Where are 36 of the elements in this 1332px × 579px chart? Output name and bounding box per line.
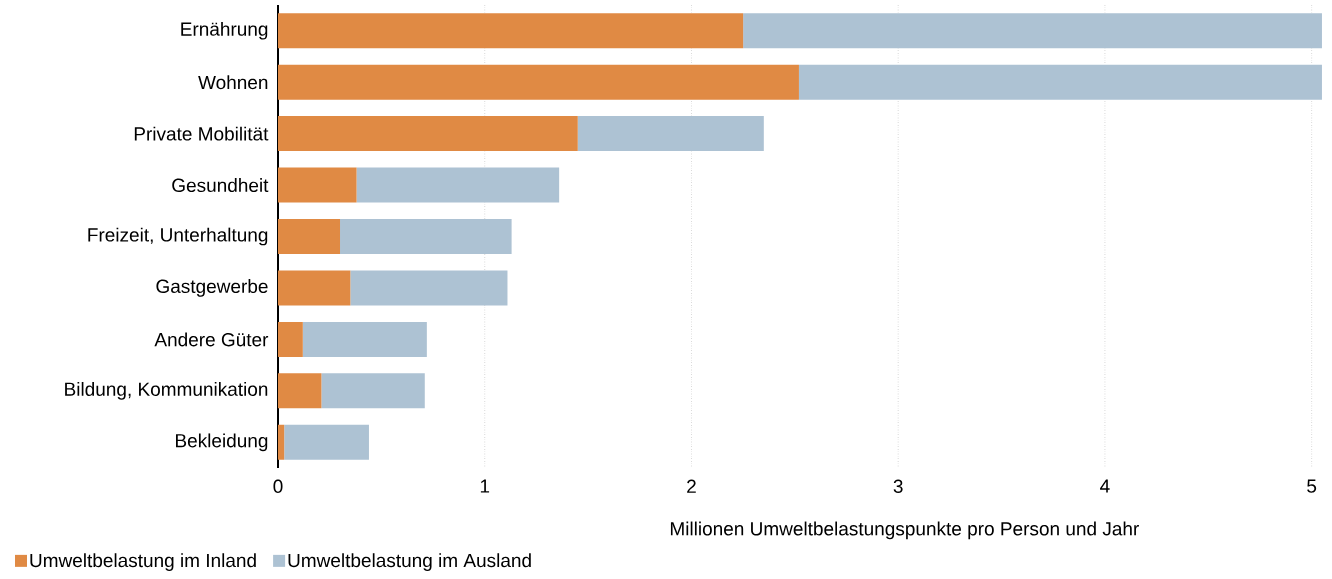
x-tick-label: 2 — [687, 479, 696, 493]
bar — [278, 270, 351, 306]
bar — [278, 167, 357, 203]
bar — [302, 321, 427, 357]
bar — [798, 64, 1322, 100]
y-tick-label: Private Mobilität — [134, 126, 269, 141]
legend-label: Umweltbelastung im Inland — [30, 553, 256, 571]
y-tick-label: Gesundheit — [172, 178, 269, 193]
y-tick-label: Ernährung — [181, 21, 268, 40]
bar — [743, 13, 1322, 49]
y-tick-label: Freizeit, Unterhaltung — [88, 227, 268, 246]
bar — [350, 270, 508, 306]
bar — [356, 167, 560, 203]
bar — [340, 219, 512, 255]
bar — [278, 424, 285, 460]
y-tick-label: Andere Güter — [154, 332, 269, 347]
bar — [321, 373, 425, 409]
x-tick-label: 0 — [273, 479, 283, 493]
x-tick-label: 4 — [1100, 479, 1110, 493]
legend-label: Umweltbelastung im Ausland — [288, 553, 531, 571]
bar — [278, 219, 341, 255]
x-axis-title: Millionen Umweltbelastungspunkte pro Person und Jahr — [670, 521, 1139, 540]
bar — [278, 116, 578, 152]
x-tick-label: 5 — [1307, 479, 1317, 493]
bar — [278, 64, 799, 100]
y-tick-label: Gastgewerbe — [156, 279, 268, 297]
y-tick-label: Bekleidung — [176, 433, 268, 452]
bar — [278, 373, 322, 409]
bar — [278, 13, 744, 49]
x-tick-label: 1 — [480, 479, 490, 493]
y-tick-label: Bildung, Kommunikation — [65, 381, 268, 400]
y-tick-label: Wohnen — [198, 75, 268, 90]
bar — [577, 116, 764, 152]
bar — [278, 321, 303, 357]
x-tick-label: 3 — [893, 479, 903, 493]
bar — [284, 424, 369, 460]
